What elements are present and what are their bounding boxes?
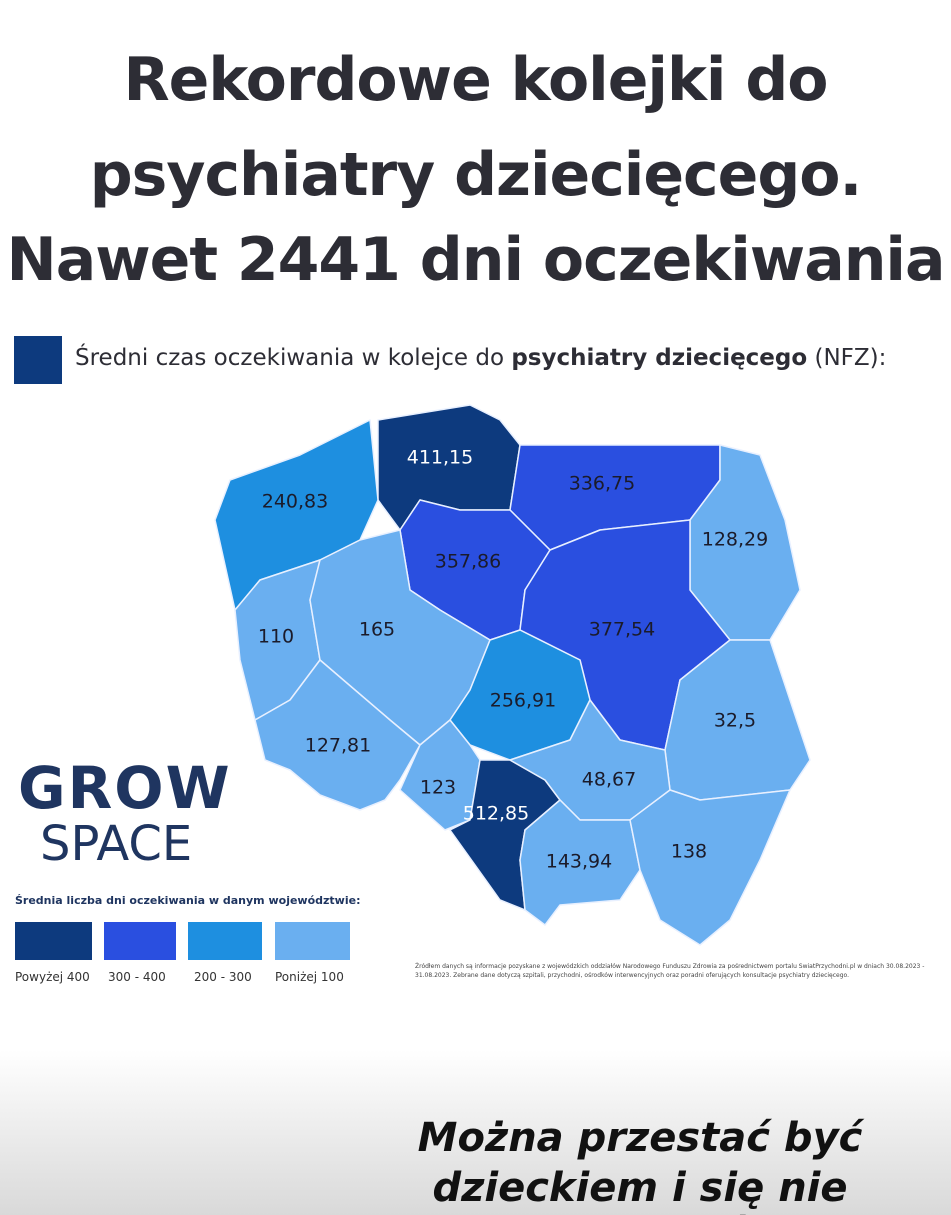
caption-line: dzieckiem i się nie doczekać <box>432 1165 848 1215</box>
region-label: 32,5 <box>714 710 756 732</box>
region-label: 138 <box>671 841 707 863</box>
region-label: 143,94 <box>546 851 612 873</box>
subtitle-text: Średni czas oczekiwania w kolejce do <box>75 345 512 371</box>
legend-label: Powyżej 400 <box>15 970 90 984</box>
legend-label: 300 - 400 <box>108 970 166 984</box>
logo: SPACE <box>40 816 192 872</box>
region-label: 256,91 <box>490 690 556 712</box>
region-label: 110 <box>258 626 294 648</box>
legend-swatch <box>14 336 62 384</box>
region-label: 240,83 <box>262 491 328 513</box>
title-line: psychiatry dziecięcego. <box>89 140 863 210</box>
title-line: Rekordowe kolejki do <box>123 45 828 115</box>
subtitle: Średni czas oczekiwania w kolejce do psy… <box>75 345 886 371</box>
legend-swatch <box>188 922 262 960</box>
source-note: Źródłem danych są informacje pozyskane z… <box>415 963 925 979</box>
region-label: 123 <box>420 777 456 799</box>
logo: GROW <box>18 754 232 822</box>
region <box>254 659 421 811</box>
subtitle-text: (NFZ): <box>807 345 887 371</box>
legend-swatch <box>275 922 350 960</box>
region-label: 165 <box>359 619 395 641</box>
caption-line: Można przestać być <box>417 1115 863 1161</box>
region <box>629 789 791 946</box>
region-label: 127,81 <box>305 735 371 757</box>
region-label: 336,75 <box>569 473 635 495</box>
region-label: 128,29 <box>702 529 768 551</box>
region-label: 357,86 <box>435 551 501 573</box>
legend-swatch <box>15 922 92 960</box>
region-label: 377,54 <box>589 619 655 641</box>
region-label: 411,15 <box>407 447 473 469</box>
legend-swatch <box>104 922 176 960</box>
title-line: Nawet 2441 dni oczekiwania <box>6 225 946 295</box>
subtitle-bold: psychiatry dziecięcego <box>511 345 808 371</box>
region-label: 48,67 <box>582 769 636 791</box>
legend-label: Poniżej 100 <box>275 970 344 984</box>
legend-title: Średnia liczba dni oczekiwania w danym w… <box>15 894 360 907</box>
legend-label: 200 - 300 <box>194 970 252 984</box>
region-label: 512,85 <box>463 803 529 825</box>
